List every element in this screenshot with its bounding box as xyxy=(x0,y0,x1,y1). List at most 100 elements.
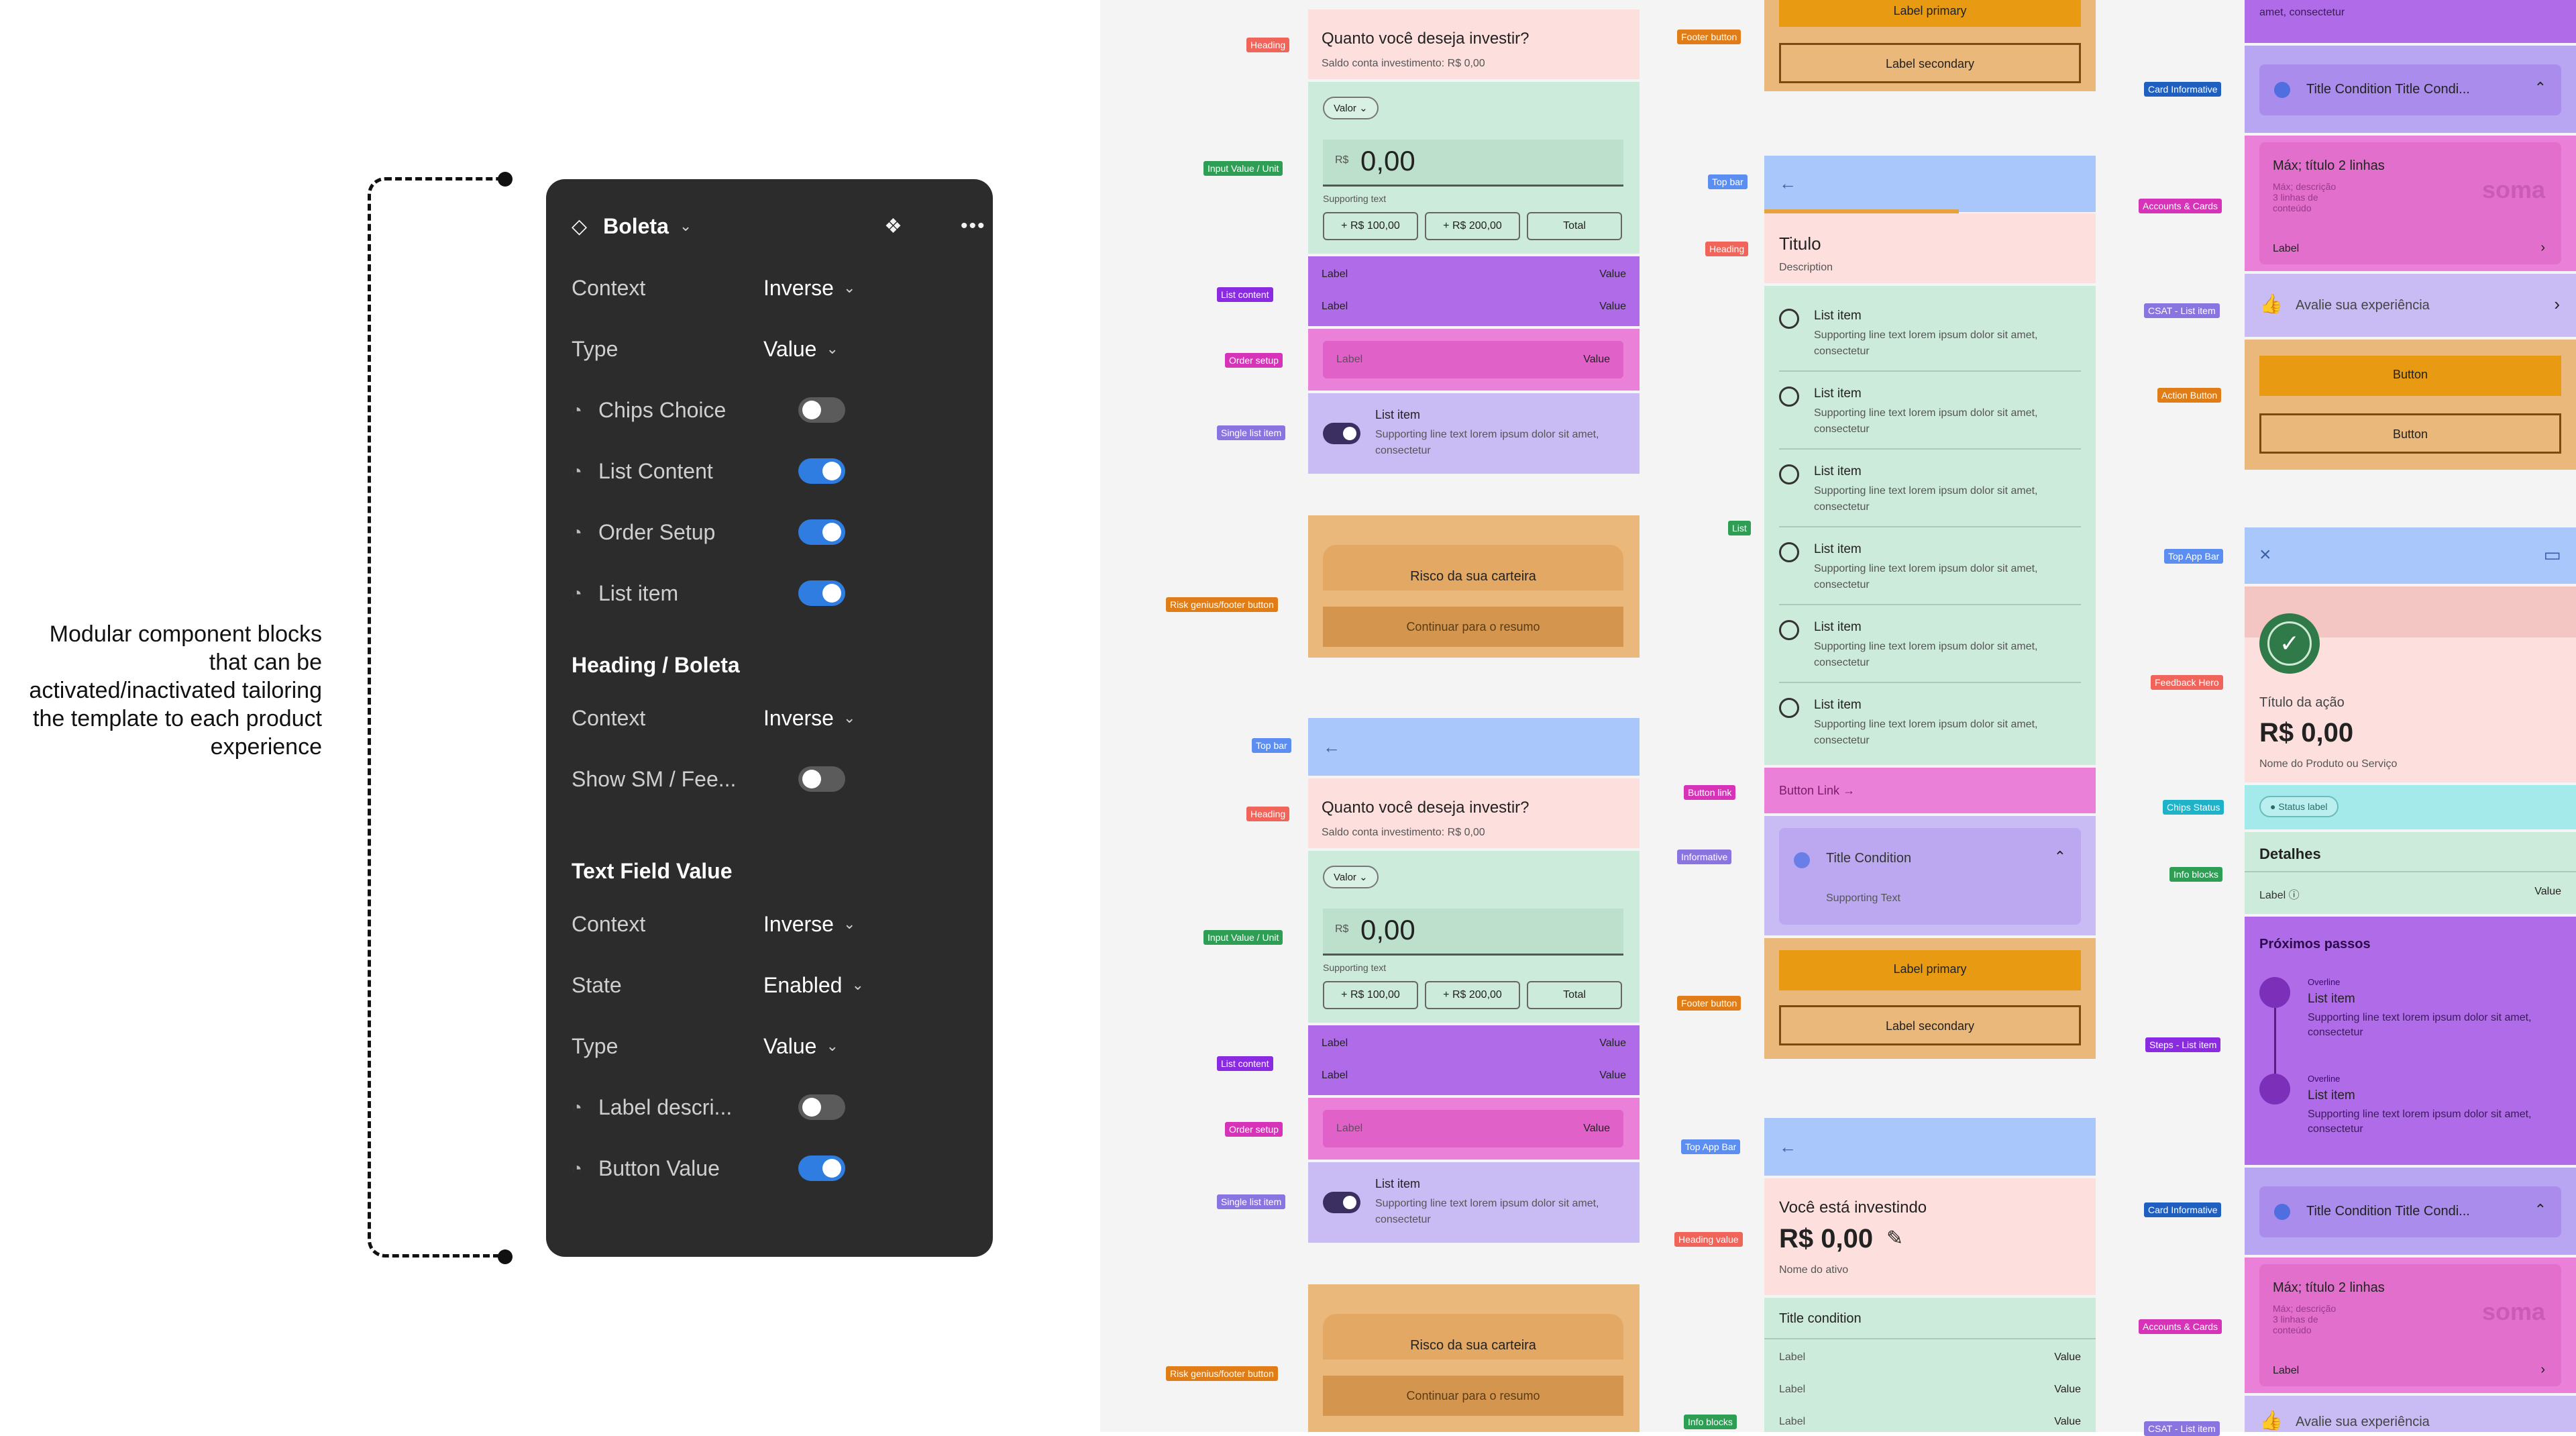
amount-field[interactable]: R$ 0,00 xyxy=(1323,909,1623,956)
instance-icon[interactable]: ❖ xyxy=(884,215,902,238)
list-item-title: List item xyxy=(1814,542,1862,556)
prop-value[interactable]: Inverse xyxy=(763,275,834,300)
primary-button[interactable]: Label primary xyxy=(1779,950,2081,990)
back-arrow-icon[interactable]: ← xyxy=(1779,1137,1796,1157)
radio-button[interactable] xyxy=(1779,464,1799,484)
radio-button[interactable] xyxy=(1779,309,1799,329)
account-card[interactable]: Máx; título 2 linhas Máx; descrição 3 li… xyxy=(2259,142,2561,264)
card-title: Máx; título 2 linhas xyxy=(2273,1280,2385,1295)
total-button[interactable]: Total xyxy=(1527,212,1622,240)
toggle-label-description[interactable] xyxy=(798,1094,845,1120)
back-arrow-icon[interactable]: ← xyxy=(1323,737,1340,757)
heading-subtitle: Saldo conta investimento: R$ 0,00 xyxy=(1322,827,1485,838)
prop-list-item[interactable]: ◔ List item xyxy=(572,573,973,613)
btn-label: R$ 200,00 xyxy=(1452,220,1502,232)
condition-card[interactable]: Title Condition Title Condi... ⌃ xyxy=(2259,1186,2561,1237)
close-icon[interactable]: × xyxy=(2259,544,2271,566)
prop-value[interactable]: Value xyxy=(763,336,817,361)
quick-amount-button[interactable]: + R$ 200,00 xyxy=(1425,981,1520,1009)
prop-type[interactable]: Type Value ⌄ xyxy=(572,1026,973,1066)
primary-button[interactable]: Label primary xyxy=(1779,0,2081,27)
prop-label-description[interactable]: ◔ Label descri... xyxy=(572,1087,973,1127)
prop-context[interactable]: Context Inverse ⌄ xyxy=(572,904,973,944)
amount-field[interactable]: R$ 0,00 xyxy=(1323,140,1623,187)
csat-item[interactable]: 👍 Avalie sua experiência › xyxy=(2245,274,2576,337)
eye-icon[interactable]: ◔ xyxy=(572,1158,582,1178)
continue-button[interactable]: Continuar para o resumo xyxy=(1323,607,1623,647)
order-setup-row[interactable]: Label Value xyxy=(1323,1110,1623,1147)
chevron-right-icon[interactable]: › xyxy=(2540,240,2545,255)
info-circle-icon[interactable]: ⓘ xyxy=(2288,890,2300,901)
quick-amount-button[interactable]: + R$ 100,00 xyxy=(1323,212,1418,240)
eye-icon[interactable]: ◔ xyxy=(572,1097,582,1117)
list-toggle[interactable] xyxy=(1323,423,1360,444)
eye-icon[interactable]: ◔ xyxy=(572,522,582,542)
prop-value[interactable]: Inverse xyxy=(763,911,834,936)
radio-button[interactable] xyxy=(1779,387,1799,407)
prop-value[interactable]: Inverse xyxy=(763,705,834,730)
condition-card[interactable]: Title Condition ⌃ Supporting Text xyxy=(1779,828,2081,925)
prop-list-content[interactable]: ◔ List Content xyxy=(572,451,973,491)
radio-button[interactable] xyxy=(1779,542,1799,562)
eye-icon[interactable]: ◔ xyxy=(572,461,582,481)
quick-amount-button[interactable]: + R$ 200,00 xyxy=(1425,212,1520,240)
list-item[interactable]: List item Supporting line text lorem ipsu… xyxy=(1764,684,2096,758)
prop-context[interactable]: Context Inverse ⌄ xyxy=(572,268,973,308)
secondary-button[interactable]: Button xyxy=(2259,413,2561,454)
list-item[interactable]: List item Supporting line text lorem ipsu… xyxy=(1764,295,2096,372)
chip-valor[interactable]: Valor ⌄ xyxy=(1323,866,1379,888)
info-icon xyxy=(1794,852,1810,868)
chevron-up-icon[interactable]: ⌃ xyxy=(2534,79,2546,96)
toggle-button-value[interactable] xyxy=(798,1156,845,1181)
prop-order-setup[interactable]: ◔ Order Setup xyxy=(572,512,973,552)
more-icon[interactable]: ••• xyxy=(961,215,986,237)
chat-icon[interactable]: ▭ xyxy=(2543,544,2561,565)
continue-button[interactable]: Continuar para o resumo xyxy=(1323,1376,1623,1416)
toggle-show-sm[interactable] xyxy=(798,766,845,792)
prop-value[interactable]: Value xyxy=(763,1033,817,1058)
prop-state[interactable]: State Enabled ⌄ xyxy=(572,965,973,1005)
secondary-button[interactable]: Label secondary xyxy=(1779,1005,2081,1045)
prop-show-sm[interactable]: Show SM / Fee... xyxy=(572,759,973,799)
chevron-up-icon[interactable]: ⌃ xyxy=(2053,848,2066,865)
caption-text: Modular component blocks that can be act… xyxy=(29,621,322,760)
chevron-up-icon[interactable]: ⌃ xyxy=(2534,1201,2546,1218)
prop-type[interactable]: Type Value ⌄ xyxy=(572,329,973,369)
tag-input-value: Input Value / Unit xyxy=(1203,161,1283,176)
condition-card[interactable]: Title Condition Title Condi... ⌃ xyxy=(2259,64,2561,115)
btn-label: Continuar para o resumo xyxy=(1406,620,1540,633)
quick-amount-button[interactable]: + R$ 100,00 xyxy=(1323,981,1418,1009)
eye-icon[interactable]: ◔ xyxy=(572,400,582,420)
chevron-down-icon[interactable]: ⌄ xyxy=(679,217,692,234)
button-link[interactable]: Button Link → xyxy=(1779,784,1856,797)
list-item[interactable]: List item Supporting line text lorem ipsu… xyxy=(1764,451,2096,527)
list-item[interactable]: List item Supporting line text lorem ipsu… xyxy=(1764,373,2096,450)
account-card[interactable]: Máx; título 2 linhas Máx; descrição 3 li… xyxy=(2259,1264,2561,1386)
prop-button-value[interactable]: ◔ Button Value xyxy=(572,1148,973,1188)
radio-button[interactable] xyxy=(1779,620,1799,640)
secondary-button[interactable]: Label secondary xyxy=(1779,43,2081,83)
chip-valor[interactable]: Valor ⌄ xyxy=(1323,97,1379,119)
prop-chips-choice[interactable]: ◔ Chips Choice xyxy=(572,390,973,430)
eye-icon[interactable]: ◔ xyxy=(572,583,582,603)
toggle-list-item[interactable] xyxy=(798,580,845,606)
order-setup-row[interactable]: Label Value xyxy=(1323,341,1623,378)
chevron-right-icon[interactable]: › xyxy=(2540,1362,2545,1377)
radio-button[interactable] xyxy=(1779,698,1799,718)
primary-button[interactable]: Button xyxy=(2259,356,2561,396)
toggle-order-setup[interactable] xyxy=(798,519,845,545)
prop-label: Show SM / Fee... xyxy=(572,766,737,791)
step-connector xyxy=(2274,1008,2276,1074)
prop-value[interactable]: Enabled xyxy=(763,972,843,997)
toggle-chips-choice[interactable] xyxy=(798,397,845,423)
list-item[interactable]: List item Supporting line text lorem ipsu… xyxy=(1764,607,2096,683)
csat-item[interactable]: 👍 Avalie sua experiência xyxy=(2245,1396,2576,1432)
list-item[interactable]: List item Supporting line text lorem ipsu… xyxy=(1764,529,2096,605)
list-toggle[interactable] xyxy=(1323,1192,1360,1213)
back-arrow-icon[interactable]: ← xyxy=(1779,173,1796,193)
btn-label: Label secondary xyxy=(1885,57,1975,70)
total-button[interactable]: Total xyxy=(1527,981,1622,1009)
prop-context[interactable]: Context Inverse ⌄ xyxy=(572,698,973,738)
toggle-list-content[interactable] xyxy=(798,458,845,484)
edit-icon[interactable]: ✎ xyxy=(1886,1227,1904,1249)
